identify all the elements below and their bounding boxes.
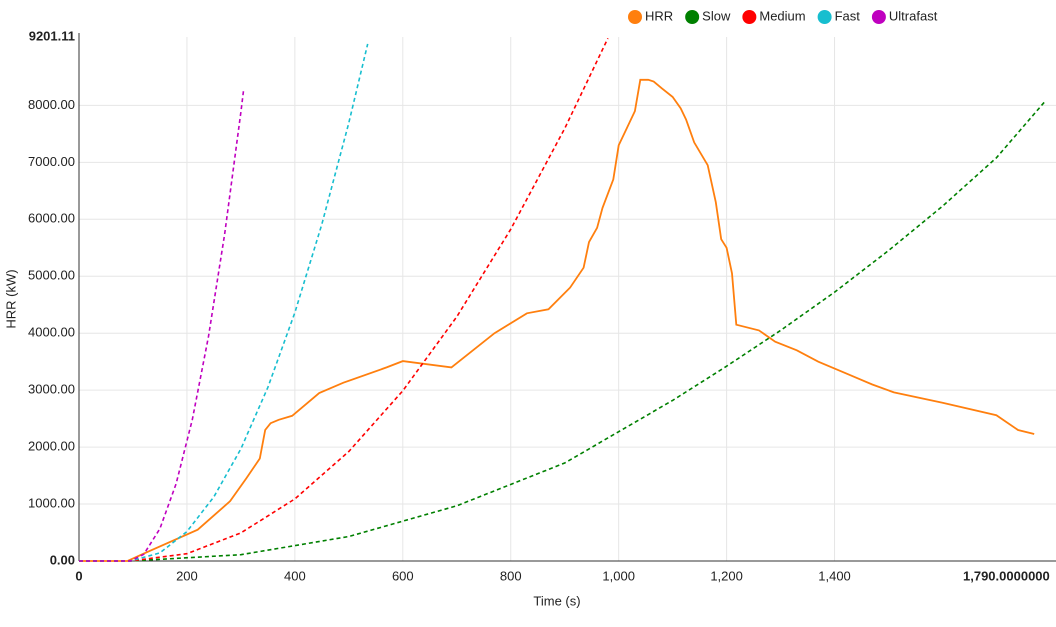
legend-label[interactable]: Fast	[835, 8, 861, 23]
series-line	[79, 37, 609, 562]
x-tick-label: 600	[392, 568, 414, 583]
series-line	[79, 78, 1035, 562]
x-tick-label: 800	[500, 568, 522, 583]
x-tick-label: 1,200	[710, 568, 743, 583]
x-tick-label: 1,000	[602, 568, 635, 583]
plot-area	[79, 37, 1046, 562]
y-tick-label: 1000.00	[28, 495, 75, 510]
y-tick-label: 2000.00	[28, 439, 75, 454]
y-tick-label: 4000.00	[28, 325, 75, 340]
legend-label[interactable]: HRR	[645, 8, 673, 23]
y-tick-label: 3000.00	[28, 382, 75, 397]
legend-marker	[817, 10, 832, 24]
series-line	[79, 43, 369, 562]
x-tick-label: 200	[176, 568, 198, 583]
series-line	[79, 89, 245, 562]
x-axis-title: Time (s)	[533, 593, 580, 608]
y-tick-label: 0.00	[50, 552, 75, 567]
x-tick-label: 400	[284, 568, 306, 583]
legend-marker	[628, 10, 642, 24]
x-tick-label: 0	[75, 568, 82, 583]
legend-marker	[871, 10, 886, 24]
legend-label[interactable]: Slow	[702, 8, 731, 23]
legend-marker	[742, 10, 757, 24]
y-tick-label: 7000.00	[28, 154, 75, 169]
legend-marker	[685, 10, 700, 24]
y-axis-title: HRR (kW)	[3, 269, 18, 328]
x-tick-label: 1,400	[818, 568, 851, 583]
y-tick-label: 5000.00	[28, 268, 75, 283]
x-tick-label: 1,790.0000000	[963, 568, 1050, 583]
legend-label[interactable]: Ultrafast	[889, 8, 938, 23]
series-line	[79, 100, 1046, 562]
y-tick-label: 6000.00	[28, 211, 75, 226]
legend-label[interactable]: Medium	[759, 8, 805, 23]
y-tick-label: 9201.11	[29, 28, 75, 43]
y-tick-label: 8000.00	[28, 97, 75, 112]
